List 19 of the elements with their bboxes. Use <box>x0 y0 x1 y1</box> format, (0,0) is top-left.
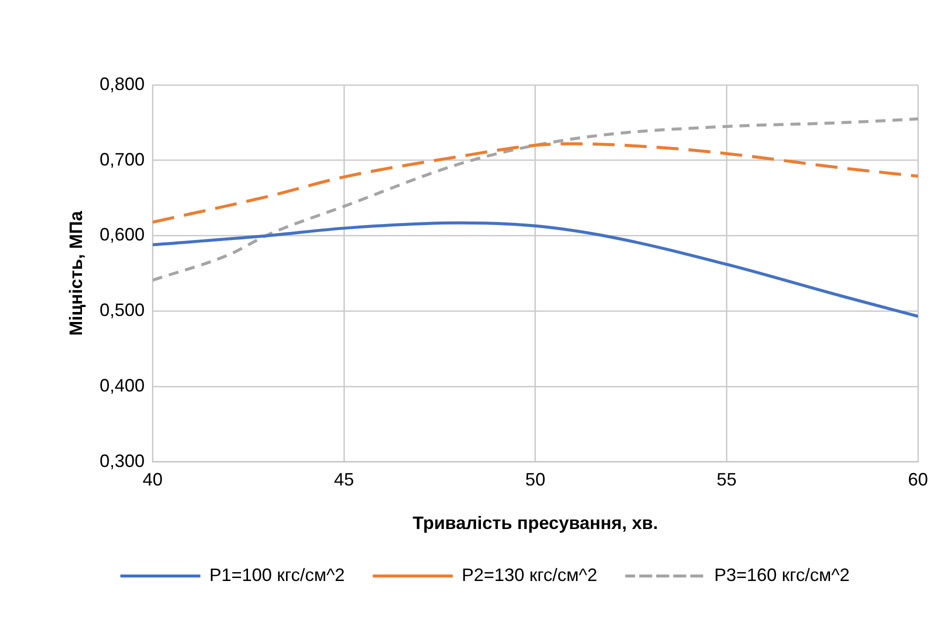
x-axis-title: Тривалість пресування, хв. <box>412 513 658 534</box>
x-tick-label: 45 <box>334 470 354 490</box>
x-tick-label: 50 <box>525 470 546 490</box>
line-series <box>152 142 918 224</box>
y-tick-label: 0,700 <box>100 149 145 170</box>
line-series <box>152 221 918 318</box>
y-tick-label: 0,600 <box>100 224 145 245</box>
legend-label: P3=160 кгс/см^2 <box>714 564 850 585</box>
legend-label: P2=130 кгс/см^2 <box>462 564 598 585</box>
y-tick-label: 0,500 <box>100 300 145 320</box>
legend-label: P1=100 кгс/см^2 <box>209 564 345 585</box>
y-axis-title: Міцність, МПа <box>66 210 86 336</box>
line-series <box>152 117 918 282</box>
x-tick-label: 55 <box>716 470 737 490</box>
x-tick-label: 60 <box>908 470 928 490</box>
y-tick-label: 0,300 <box>100 450 145 471</box>
y-tick-label: 0,400 <box>100 375 145 396</box>
y-tick-label: 0,800 <box>100 74 145 94</box>
x-tick-label: 40 <box>142 470 163 490</box>
